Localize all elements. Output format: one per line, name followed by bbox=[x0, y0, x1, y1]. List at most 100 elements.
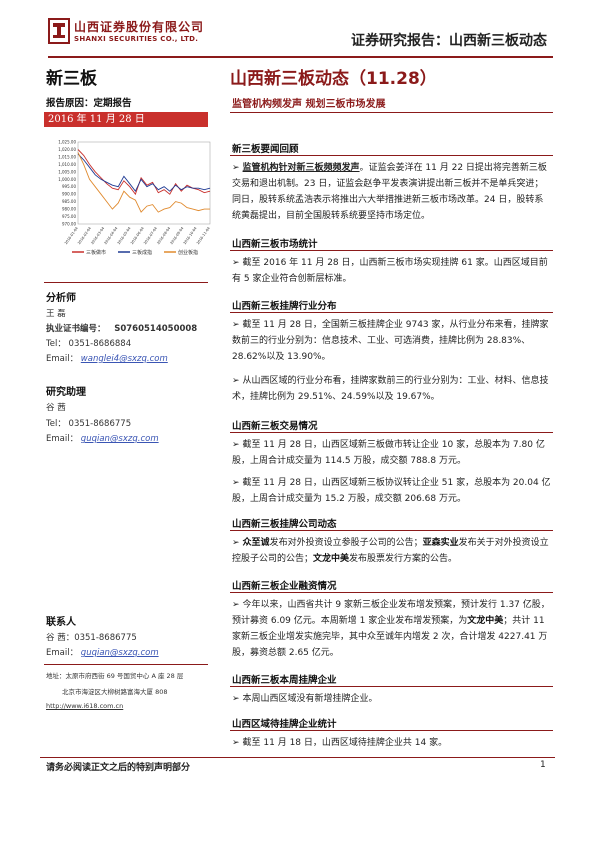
assistant-heading: 研究助理 bbox=[46, 387, 86, 398]
y-tick-label: 1,020.00 bbox=[58, 147, 76, 152]
paragraph-text: 。证监会姜洋在 11 月 22 日提出将完善新三板交易和退出机制。23 日，证监… bbox=[232, 163, 547, 221]
y-tick-label: 970.00 bbox=[62, 222, 76, 227]
section-divider bbox=[230, 530, 553, 531]
section-divider bbox=[230, 155, 553, 156]
section-heading: 山西新三板市场统计 bbox=[232, 239, 318, 250]
report-reason: 报告原因：定期报告 bbox=[46, 98, 132, 109]
paragraph-text: 今年以来，山西省共计 9 家新三板企业发布增发预案，预计发行 1.37 亿股，预… bbox=[232, 600, 550, 626]
section-divider bbox=[230, 592, 553, 593]
paragraph-text: 发布对外投资设立参股子公司的公告； bbox=[269, 538, 423, 548]
legend-label: 三板成指 bbox=[132, 249, 152, 256]
section-heading: 山西新三板挂牌行业分布 bbox=[232, 301, 337, 312]
bullet-arrow-icon: ➢ bbox=[232, 694, 240, 704]
y-tick-label: 995.00 bbox=[62, 184, 76, 189]
website-link[interactable]: http://www.i618.com.cn bbox=[46, 702, 124, 710]
company-name: 亚森实业 bbox=[422, 538, 459, 548]
x-tick-label: 2016-11-04 bbox=[196, 226, 211, 246]
left-divider bbox=[44, 282, 208, 283]
section-heading: 山西区域待挂牌企业统计 bbox=[232, 719, 337, 730]
y-tick-label: 980.00 bbox=[62, 207, 76, 212]
footer-divider bbox=[40, 757, 555, 758]
bullet-arrow-icon: ➢ bbox=[232, 163, 240, 173]
paragraph: ➢ 截至 11 月 28 日，山西区域新三板做市转让企业 10 家，总股本为 7.… bbox=[232, 437, 552, 469]
contact-line: 谷 茜：0351-8686775 bbox=[46, 633, 137, 643]
paragraph-text: 本周山西区域没有新增挂牌企业。 bbox=[242, 694, 378, 704]
series-line bbox=[77, 152, 210, 213]
title-divider bbox=[230, 112, 553, 113]
company-name: 众至诚 bbox=[242, 538, 270, 548]
analyst-email-label: Email： bbox=[46, 354, 79, 364]
company-name: 文龙中美 bbox=[467, 616, 504, 626]
analyst-email-row: Email： wanglei4@sxzq.com bbox=[46, 352, 168, 364]
company-name-cn: 山西证券股份有限公司 bbox=[74, 20, 205, 34]
contact-heading: 联系人 bbox=[46, 617, 76, 628]
company-name: 文龙中美 bbox=[313, 554, 350, 564]
assistant-name: 谷 茜 bbox=[46, 403, 66, 413]
paragraph: ➢ 监管机构针对新三板频频发声。证监会姜洋在 11 月 22 日提出将完善新三板交… bbox=[232, 160, 552, 224]
section-divider bbox=[230, 686, 553, 687]
section-heading: 山西新三板本周挂牌企业 bbox=[232, 675, 337, 686]
chart-plot-frame bbox=[77, 141, 211, 225]
y-tick-label: 985.00 bbox=[62, 199, 76, 204]
contact-email-label: Email： bbox=[46, 648, 79, 658]
paragraph: ➢ 众至诚发布对外投资设立参股子公司的公告；亚森实业发布关于对外投资设立控股子公司… bbox=[232, 535, 552, 567]
paragraph-text: 截至 11 月 28 日，山西区域新三板协议转让企业 51 家，总股本为 20.… bbox=[232, 478, 551, 504]
assistant-email-row: Email： guqian@sxzq.com bbox=[46, 432, 159, 444]
bullet-arrow-icon: ➢ bbox=[232, 376, 240, 386]
section-divider bbox=[230, 730, 553, 731]
bullet-arrow-icon: ➢ bbox=[232, 320, 240, 330]
company-name-en: SHANXI SECURITIES CO., LTD. bbox=[74, 35, 199, 43]
contact-email-row: Email： guqian@sxzq.com bbox=[46, 646, 159, 658]
page-number: 1 bbox=[540, 760, 546, 770]
section-divider bbox=[230, 312, 553, 313]
analyst-cert: 执业证书编号： S0760514050008 bbox=[46, 322, 197, 334]
assistant-tel: Tel： 0351-8686775 bbox=[46, 419, 132, 429]
section-heading: 新三板要闻回顾 bbox=[232, 144, 299, 155]
website-row: http://www.i618.com.cn bbox=[46, 702, 123, 710]
company-logo-icon bbox=[48, 18, 70, 44]
analyst-name: 王 磊 bbox=[46, 309, 66, 319]
paragraph: ➢ 截至 2016 年 11 月 28 日，山西新三板市场实现挂牌 61 家。山西… bbox=[232, 255, 552, 287]
section-heading: 山西新三板交易情况 bbox=[232, 421, 318, 432]
report-title: 山西新三板动态（11.28） bbox=[230, 69, 437, 89]
y-tick-label: 1,015.00 bbox=[58, 154, 76, 159]
header-divider bbox=[48, 56, 553, 58]
assistant-email-label: Email： bbox=[46, 434, 79, 444]
series-line bbox=[77, 149, 211, 196]
section-divider bbox=[230, 432, 553, 433]
paragraph-text: 发布股票发行方案的公告。 bbox=[349, 554, 458, 564]
analyst-cert-label: 执业证书编号： bbox=[46, 324, 106, 334]
bullet-arrow-icon: ➢ bbox=[232, 738, 240, 748]
section-name: 新三板 bbox=[46, 69, 97, 89]
contact-email-link[interactable]: guqian@sxzq.com bbox=[80, 648, 159, 658]
report-date: 2016 年 11 月 28 日 bbox=[44, 112, 208, 127]
section-divider bbox=[230, 250, 553, 251]
paragraph-text: 发布关于对外投资设立控股子公司的公告； bbox=[232, 538, 549, 564]
y-tick-label: 1,005.00 bbox=[58, 169, 76, 174]
paragraph: ➢ 截至 11 月 28 日，全国新三板挂牌企业 9743 家，从行业分布来看，挂… bbox=[232, 317, 552, 365]
paragraph-lead: 监管机构针对新三板频频发声 bbox=[242, 163, 360, 173]
paragraph-text: ；共计 11 家新三板企业增发实施完毕，其中众至诚年内增发 2 次，合计增发 4… bbox=[232, 616, 548, 658]
paragraph: ➢ 今年以来，山西省共计 9 家新三板企业发布增发预案，预计发行 1.37 亿股，… bbox=[232, 597, 552, 661]
paragraph-text: 截至 2016 年 11 月 28 日，山西新三板市场实现挂牌 61 家。山西区… bbox=[232, 258, 548, 284]
section-heading: 山西新三板挂牌公司动态 bbox=[232, 519, 337, 530]
legend-label: 三板做市 bbox=[86, 249, 106, 256]
paragraph-text: 截至 11 月 28 日，山西区域新三板做市转让企业 10 家，总股本为 7.8… bbox=[232, 440, 545, 466]
y-tick-label: 1,000.00 bbox=[58, 177, 76, 182]
analyst-cert-no: S0760514050008 bbox=[114, 324, 198, 334]
paragraph: ➢ 截至 11 月 28 日，山西区域新三板协议转让企业 51 家，总股本为 20… bbox=[232, 475, 552, 507]
assistant-email-link[interactable]: guqian@sxzq.com bbox=[80, 434, 159, 444]
bullet-arrow-icon: ➢ bbox=[232, 440, 240, 450]
paragraph: ➢ 本周山西区域没有新增挂牌企业。 bbox=[232, 691, 552, 707]
paragraph-text: 从山西区域的行业分布看，挂牌家数前三的行业分别为：工业、材料、信息技术，挂牌比例… bbox=[232, 376, 549, 402]
index-line-chart: 1,025.00 1,020.00 1,015.00 1,010.00 1,005.00… bbox=[44, 136, 214, 266]
address-line-2: 北京市海淀区大柳树路富海大厦 808 bbox=[62, 688, 168, 696]
y-tick-label: 1,010.00 bbox=[58, 162, 76, 167]
disclaimer-note: 请务必阅读正文之后的特别声明部分 bbox=[46, 763, 191, 773]
bullet-arrow-icon: ➢ bbox=[232, 600, 240, 610]
y-tick-label: 1,025.00 bbox=[58, 140, 76, 145]
bullet-arrow-icon: ➢ bbox=[232, 258, 240, 268]
paragraph: ➢ 从山西区域的行业分布看，挂牌家数前三的行业分别为：工业、材料、信息技术，挂牌比… bbox=[232, 373, 552, 405]
analyst-email-link[interactable]: wanglei4@sxzq.com bbox=[80, 354, 168, 364]
analyst-tel: Tel： 0351-8686884 bbox=[46, 339, 132, 349]
